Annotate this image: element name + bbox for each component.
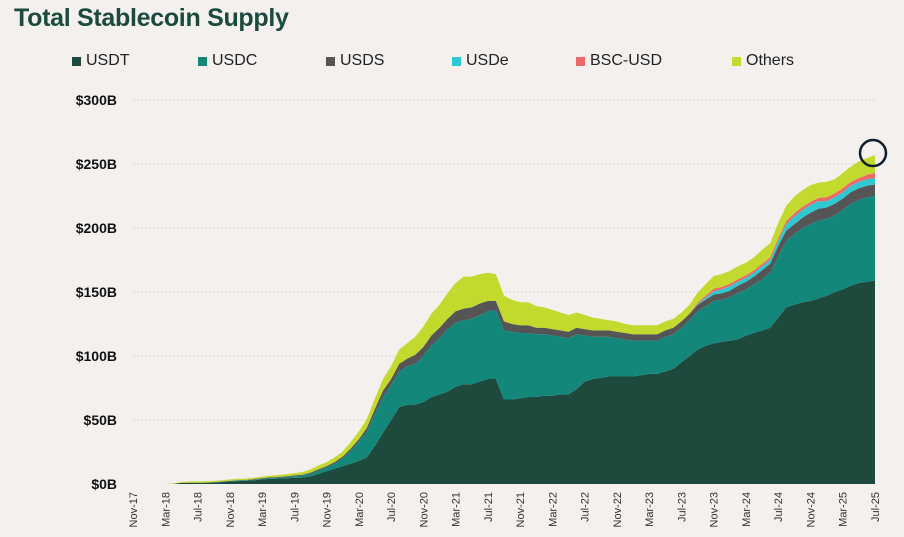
legend-label-bsc-usd: BSC-USD	[590, 52, 663, 69]
x-tick-label: Nov-22	[612, 492, 624, 527]
x-tick-label: Jul-21	[483, 492, 495, 522]
legend-item-usdc: USDC	[198, 52, 257, 70]
legend-label-others: Others	[746, 52, 795, 69]
x-tick-label: Nov-21	[515, 492, 527, 527]
x-tick-label: Nov-23	[709, 492, 721, 527]
legend-swatch-usde	[452, 56, 461, 66]
legend-item-others: Others	[732, 52, 794, 70]
x-tick-label: Mar-25	[838, 492, 850, 527]
legend-item-bsc-usd: BSC-USD	[576, 52, 662, 70]
legend-swatch-bsc-usd	[576, 56, 585, 66]
x-tick-label: Nov-19	[322, 492, 334, 527]
legend-item-usde: USDe	[452, 52, 509, 70]
x-tick-label: Jul-24	[773, 492, 785, 522]
legend-label-usde: USDe	[466, 52, 509, 69]
x-tick-label: Mar-22	[547, 492, 559, 527]
x-tick-label: Mar-24	[741, 492, 753, 527]
y-tick-label: $50B	[84, 412, 117, 428]
x-tick-label: Nov-18	[225, 492, 237, 527]
x-tick-label: Mar-21	[451, 492, 463, 527]
legend-label-usdc: USDC	[212, 52, 258, 69]
legend-swatch-usdt	[72, 56, 81, 66]
y-tick-label: $250B	[76, 156, 117, 172]
area-usdt	[133, 280, 875, 484]
legend-label-usds: USDS	[340, 52, 385, 69]
chart-title: Total Stablecoin Supply	[14, 4, 289, 32]
legend-swatch-usds	[326, 56, 335, 66]
legend-item-usdt: USDT	[72, 52, 130, 70]
x-tick-label: Jul-18	[193, 492, 205, 522]
x-tick-label: Mar-20	[354, 492, 366, 527]
y-tick-label: $200B	[76, 220, 117, 236]
x-tick-label: Jul-22	[580, 492, 592, 522]
chart-legend: USDT USDC USDS USDe BSC-USD Others	[72, 52, 872, 72]
x-tick-label: Jul-25	[870, 492, 882, 522]
highlight-circle-annotation	[858, 138, 888, 168]
y-tick-label: $300B	[76, 92, 117, 108]
legend-item-usds: USDS	[326, 52, 384, 70]
x-tick-label: Nov-24	[805, 492, 817, 527]
y-tick-label: $150B	[76, 284, 117, 300]
x-tick-label: Mar-19	[257, 492, 269, 527]
x-tick-label: Nov-17	[128, 492, 140, 527]
legend-swatch-usdc	[198, 56, 207, 66]
x-tick-label: Nov-20	[418, 492, 430, 527]
area-others	[133, 155, 875, 484]
y-tick-label: $0B	[91, 476, 117, 492]
x-tick-label: Jul-20	[386, 492, 398, 522]
x-tick-label: Mar-18	[160, 492, 172, 527]
x-tick-label: Mar-23	[644, 492, 656, 527]
legend-label-usdt: USDT	[86, 52, 130, 69]
y-axis: $0B $50B $100B $150B $200B $250B $300B	[76, 92, 117, 492]
area-series	[133, 155, 875, 484]
legend-swatch-others	[732, 56, 741, 66]
x-tick-label: Jul-19	[289, 492, 301, 522]
x-axis: Nov-17 Mar-18 Jul-18 Nov-18 Mar-19 Jul-19 Nov-…	[128, 492, 882, 527]
area-usdc	[133, 196, 875, 484]
y-tick-label: $100B	[76, 348, 117, 364]
x-tick-label: Jul-23	[676, 492, 688, 522]
